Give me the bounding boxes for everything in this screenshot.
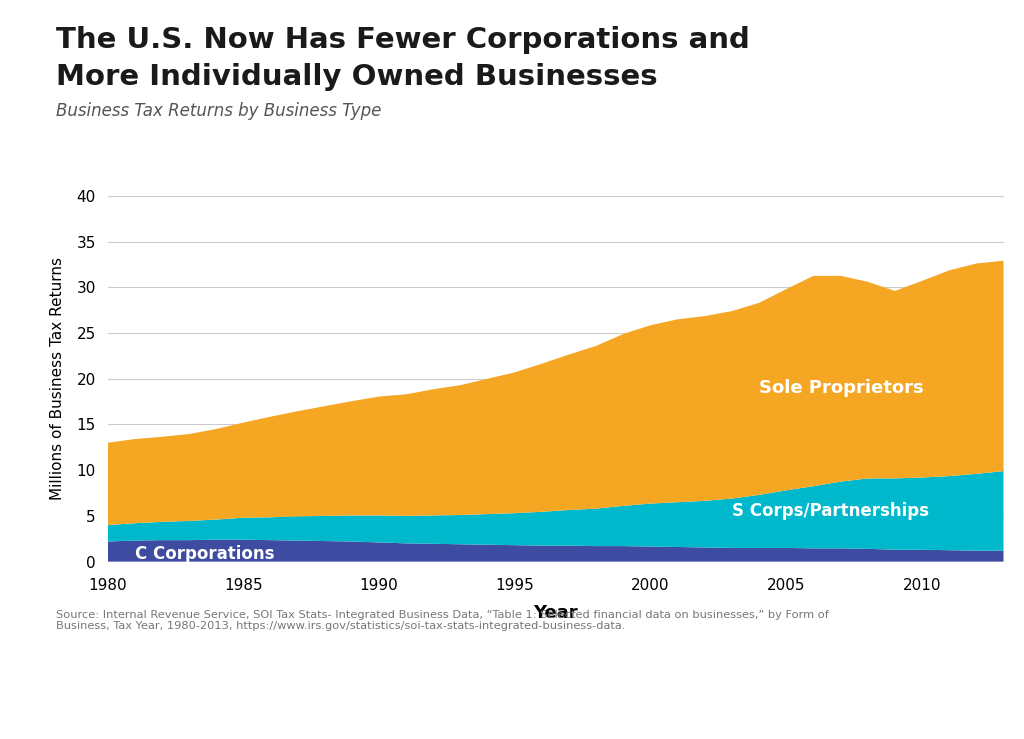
X-axis label: Year: Year <box>534 604 578 621</box>
Text: The U.S. Now Has Fewer Corporations and: The U.S. Now Has Fewer Corporations and <box>56 26 751 54</box>
Text: Sole Proprietors: Sole Proprietors <box>759 379 924 397</box>
Text: More Individually Owned Businesses: More Individually Owned Businesses <box>56 63 658 91</box>
Text: C Corporations: C Corporations <box>135 545 274 563</box>
Y-axis label: Millions of Business Tax Returns: Millions of Business Tax Returns <box>50 257 66 500</box>
Text: S Corps/Partnerships: S Corps/Partnerships <box>732 503 929 520</box>
Text: Business Tax Returns by Business Type: Business Tax Returns by Business Type <box>56 102 382 120</box>
Text: @TaxFoundation: @TaxFoundation <box>876 704 1012 721</box>
Text: TAX FOUNDATION: TAX FOUNDATION <box>12 704 191 721</box>
Text: Source: Internal Revenue Service, SOI Tax Stats- Integrated Business Data, “Tabl: Source: Internal Revenue Service, SOI Ta… <box>56 610 829 631</box>
